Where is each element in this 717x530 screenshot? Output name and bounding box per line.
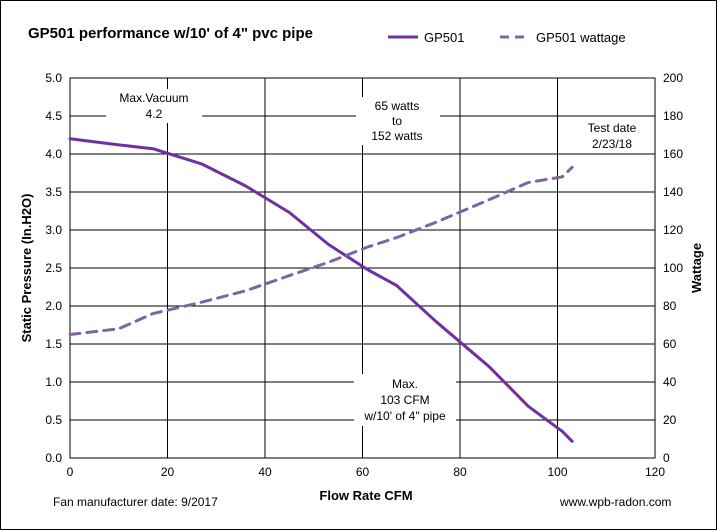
x-tick-label: 100 <box>547 465 567 479</box>
annotation-test-date-line1: Test date <box>588 121 637 135</box>
y2-tick-label: 60 <box>663 337 677 351</box>
annotation-watt-range-line1: 65 watts <box>375 99 420 113</box>
y-tick-label: 1.0 <box>45 375 62 389</box>
y-tick-label: 3.5 <box>45 185 62 199</box>
chart-title: GP501 performance w/10' of 4" pvc pipe <box>28 25 313 42</box>
y-tick-label: 3.0 <box>45 223 62 237</box>
annotation-max-cfm-bg <box>354 374 456 426</box>
x-tick-label: 40 <box>258 465 272 479</box>
y2-axis-label: Wattage <box>689 243 704 293</box>
annotation-watt-range-line3: 152 watts <box>371 129 422 143</box>
y-tick-label: 2.0 <box>45 299 62 313</box>
y-tick-label: 2.5 <box>45 261 62 275</box>
tick-labels: 0 20 40 60 80 100 120 0.0 0.5 1.0 1.5 2.0 2.5 3.0 3.5 4… <box>45 71 683 479</box>
annotation-max-cfm-line2: 103 CFM <box>380 393 429 407</box>
legend-label-wattage: GP501 wattage <box>536 30 626 45</box>
y2-tick-label: 40 <box>663 375 677 389</box>
y-tick-label: 1.5 <box>45 337 62 351</box>
y2-tick-label: 180 <box>663 109 683 123</box>
x-axis-label: Flow Rate CFM <box>319 488 412 503</box>
x-tick-label: 80 <box>453 465 467 479</box>
x-tick-label: 120 <box>645 465 665 479</box>
legend-label-gp501: GP501 <box>424 30 464 45</box>
annotation-max-vacuum-bg <box>106 89 202 123</box>
y2-tick-label: 200 <box>663 71 683 85</box>
annotation-max-vacuum-line1: Max.Vacuum <box>119 91 188 105</box>
annotation-max-cfm-line3: w/10' of 4" pipe <box>363 409 446 423</box>
annotation-watt-range-bg <box>356 97 440 145</box>
series-line-wattage <box>68 165 574 336</box>
y-axis-label: Static Pressure (In.H2O) <box>19 194 34 343</box>
annotations: Max.Vacuum 4.2 65 watts to 152 watts Tes… <box>106 89 650 426</box>
y-tick-label: 0.5 <box>45 413 62 427</box>
x-tick-label: 0 <box>67 465 74 479</box>
y2-tick-label: 0 <box>663 451 670 465</box>
y2-tick-label: 20 <box>663 413 677 427</box>
x-tick-label: 20 <box>161 465 175 479</box>
plot-area <box>69 77 656 459</box>
footer-manufacturer-date: Fan manufacturer date: 9/2017 <box>53 495 218 509</box>
annotation-test-date-line2: 2/23/18 <box>592 137 632 151</box>
y-tick-label: 0.0 <box>45 451 62 465</box>
annotation-max-cfm-line1: Max. <box>392 377 418 391</box>
annotation-max-vacuum-line2: 4.2 <box>146 107 163 121</box>
annotation-watt-range-line2: to <box>392 114 402 128</box>
y2-tick-label: 80 <box>663 299 677 313</box>
y-tick-label: 5.0 <box>45 71 62 85</box>
annotation-test-date-bg <box>576 118 650 152</box>
y-tick-label: 4.5 <box>45 109 62 123</box>
legend: GP501 GP501 wattage <box>388 30 626 45</box>
y2-tick-label: 140 <box>663 185 683 199</box>
y2-tick-label: 120 <box>663 223 683 237</box>
series-layer <box>68 137 574 443</box>
y-tick-label: 4.0 <box>45 147 62 161</box>
y2-tick-label: 100 <box>663 261 683 275</box>
y2-tick-label: 160 <box>663 147 683 161</box>
x-tick-label: 60 <box>356 465 370 479</box>
series-line-gp501 <box>68 137 574 443</box>
footer-website: www.wpb-radon.com <box>559 495 671 509</box>
